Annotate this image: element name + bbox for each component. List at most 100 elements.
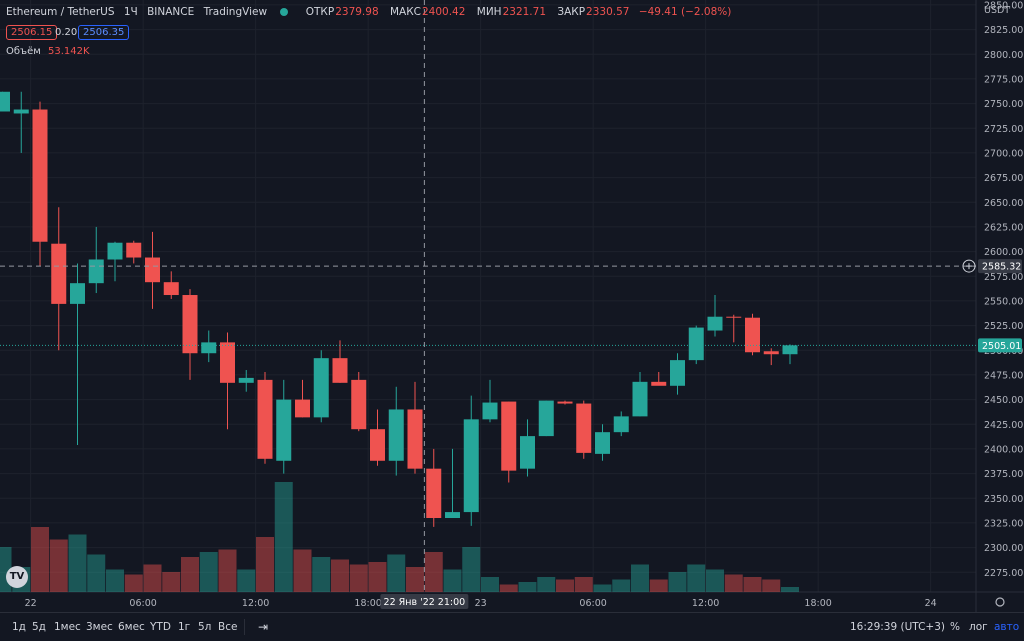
volume-bar [87, 554, 106, 592]
volume-bar [424, 552, 443, 592]
y-tick-label: 2675.00 [984, 173, 1023, 184]
y-tick-label: 2775.00 [984, 74, 1023, 85]
volume-bar [762, 579, 781, 592]
candle-body [632, 381, 648, 417]
candle-body [238, 377, 254, 383]
candle-body [520, 436, 535, 469]
candle-body [107, 242, 123, 260]
volume-bar [724, 574, 743, 592]
volume-bar [218, 549, 237, 592]
range-3m[interactable]: 3мес [86, 621, 113, 633]
candle-body [201, 342, 217, 354]
volume-bar [462, 547, 481, 592]
candle-body [595, 432, 610, 454]
close-value: 2330.57 [586, 6, 630, 18]
chart-background [0, 0, 1024, 612]
add-alert-icon[interactable] [962, 259, 976, 273]
volume-bar [368, 562, 387, 592]
volume-bar [668, 572, 687, 592]
volume-bar [612, 579, 631, 592]
y-tick-label: 2700.00 [984, 148, 1023, 159]
candle-body [388, 409, 404, 461]
volume-bar [349, 564, 368, 592]
candle-body [482, 402, 498, 420]
clock[interactable]: 16:29:39 (UTC+3) [850, 621, 945, 633]
volume-bar [256, 537, 274, 592]
x-tick-label: 06:00 [129, 598, 156, 609]
interval[interactable]: 1Ч [123, 6, 138, 18]
x-tick-label: 12:00 [242, 598, 269, 609]
low-value: 2321.71 [502, 6, 546, 18]
date-range-icon[interactable]: ⇥ [258, 620, 269, 634]
low-label: МИН [476, 6, 502, 18]
symbol-name[interactable]: Ethereum / TetherUS [6, 6, 115, 18]
settings-icon[interactable] [995, 597, 1005, 607]
range-6m[interactable]: 6мес [118, 621, 145, 633]
tradingview-logo-icon[interactable]: TV [6, 566, 28, 588]
y-tick-label: 2375.00 [984, 469, 1023, 480]
change-value: −49.41 (−2.08%) [638, 6, 732, 18]
volume-label: Объём [6, 46, 41, 57]
bottom-toolbar: 1д 5д 1мес 3мес 6мес YTD 1г 5л Все ⇥ 16:… [0, 612, 1024, 641]
volume-bar [499, 584, 518, 592]
market-status-icon[interactable] [280, 8, 289, 16]
volume-bar [406, 567, 424, 592]
y-tick-label: 2475.00 [984, 370, 1023, 381]
y-tick-label: 2825.00 [984, 25, 1023, 36]
y-tick-label: 2450.00 [984, 395, 1023, 406]
last-price-label: 2505.01 [982, 341, 1021, 352]
y-tick-label: 2650.00 [984, 198, 1023, 209]
volume-bar [274, 482, 293, 592]
data-source: TradingView [203, 6, 268, 18]
candle-body [351, 379, 367, 430]
y-tick-label: 2850.00 [984, 0, 1023, 11]
candle-body [688, 327, 704, 361]
y-tick-label: 2275.00 [984, 568, 1023, 579]
x-tick-label: 18:00 [354, 598, 381, 609]
range-all[interactable]: Все [218, 621, 238, 633]
percent-toggle[interactable]: % [950, 621, 960, 633]
range-ytd[interactable]: YTD [150, 621, 171, 633]
candle-body [295, 399, 310, 418]
currency-label: USDT [984, 5, 1010, 16]
log-toggle[interactable]: лог [969, 621, 988, 633]
candle-body [707, 316, 723, 331]
range-5y[interactable]: 5л [198, 621, 212, 633]
range-1y[interactable]: 1г [178, 621, 191, 633]
open-value: 2379.98 [335, 6, 379, 18]
crosshair-price-badge [978, 259, 1022, 274]
candle-body [313, 358, 329, 418]
sell-button[interactable]: 2506.15 [6, 25, 58, 40]
candle-body [557, 401, 573, 404]
volume-bar [781, 587, 799, 592]
range-5d[interactable]: 5д [32, 621, 46, 633]
candle-body [651, 381, 667, 386]
auto-toggle[interactable]: авто [994, 621, 1020, 633]
candle-body [445, 512, 460, 518]
x-tick-label: 18:00 [804, 598, 831, 609]
y-tick-label: 2725.00 [984, 124, 1023, 135]
price-chart[interactable]: 2850.00 2825.00 2800.00 2775.00 2750.00 2725.… [0, 0, 1024, 612]
exchange: BINANCE [147, 6, 195, 18]
last-price-badge [978, 338, 1022, 353]
candle-body [670, 360, 685, 386]
candle-body [70, 283, 85, 304]
candle-body [370, 429, 385, 461]
volume-bar [687, 564, 706, 592]
chart-legend: Ethereum / TetherUS 1Ч BINANCE TradingVi… [6, 6, 731, 18]
candle-body [220, 342, 235, 383]
volume-value: 53.142K [48, 46, 90, 57]
candle-body [463, 419, 479, 513]
candle-body [88, 259, 104, 284]
volume-bar [556, 579, 574, 592]
volume-bar [387, 554, 406, 592]
range-1m[interactable]: 1мес [54, 621, 81, 633]
candle-body [276, 399, 292, 461]
candle-body [0, 91, 10, 112]
buy-button[interactable]: 2506.35 [78, 25, 130, 40]
y-tick-label: 2350.00 [984, 494, 1023, 505]
volume-bar [293, 549, 312, 592]
range-1d[interactable]: 1д [12, 621, 26, 633]
candle-body [726, 316, 742, 318]
high-label: МАКС [389, 6, 421, 18]
